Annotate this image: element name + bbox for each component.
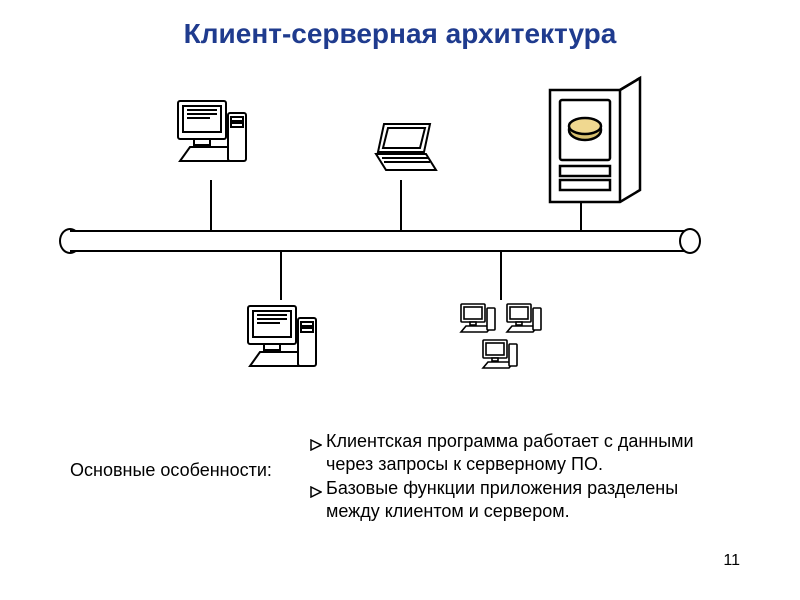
connector-4	[500, 252, 502, 300]
device-desktop-top	[170, 95, 255, 190]
features-label: Основные особенности:	[70, 460, 272, 481]
device-server	[540, 70, 650, 215]
device-laptop	[370, 120, 440, 180]
bullet-text: Клиентская программа работает с данными …	[326, 430, 730, 475]
device-desktop-bottom	[240, 300, 325, 395]
device-cluster	[455, 300, 565, 385]
bullet-text: Базовые функции приложения разделены меж…	[326, 477, 730, 522]
network-bus	[70, 230, 690, 252]
bullet-arrow-icon	[310, 481, 322, 504]
page-number: 11	[723, 552, 740, 570]
features-bullets: Клиентская программа работает с данными …	[310, 430, 730, 524]
bus-right-cap	[679, 228, 701, 254]
bullet-item: Базовые функции приложения разделены меж…	[310, 477, 730, 522]
slide-title: Клиент-серверная архитектура	[0, 18, 800, 50]
slide: Клиент-серверная архитектура	[0, 0, 800, 600]
bullet-arrow-icon	[310, 434, 322, 457]
connector-1	[400, 180, 402, 230]
connector-3	[280, 252, 282, 300]
bullet-item: Клиентская программа работает с данными …	[310, 430, 730, 475]
